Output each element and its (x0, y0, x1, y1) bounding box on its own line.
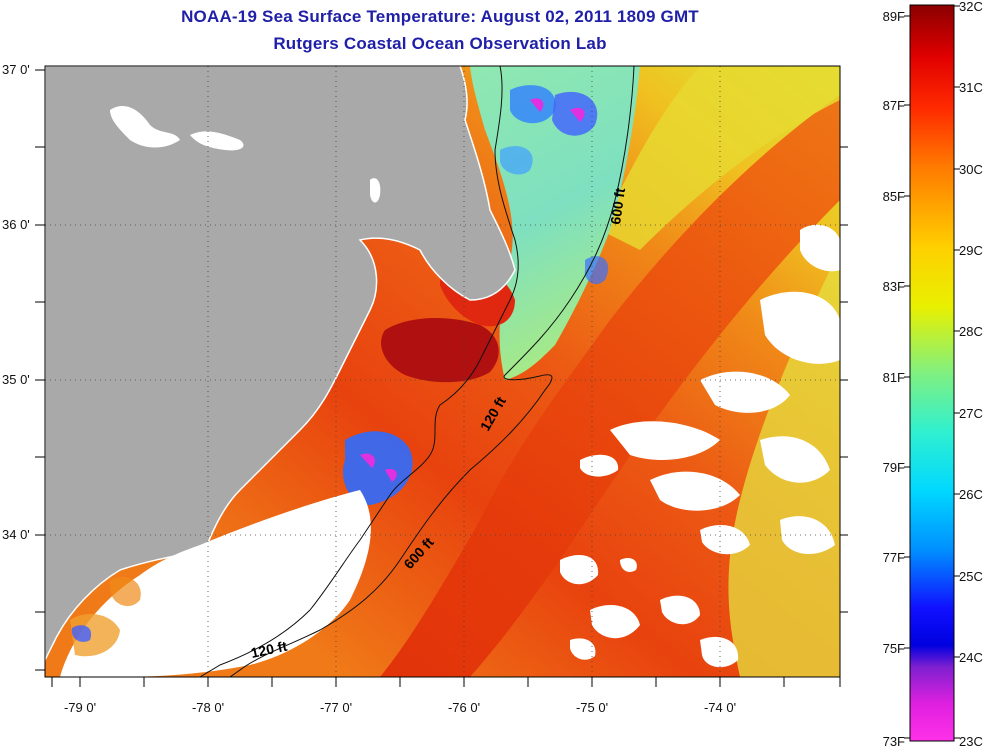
inshore-cool-patch (342, 431, 413, 505)
colorbar-c-30: 30C (959, 162, 983, 177)
latitude-label-34: 34 0' (2, 527, 30, 542)
latitude-label-35: 35 0' (2, 372, 30, 387)
colorbar-c-28: 28C (959, 324, 983, 339)
map-frame (44, 65, 841, 678)
offshore-warm-band (600, 66, 840, 250)
coastal-no-data-area (60, 490, 371, 677)
colorbar-f-85: 85F (883, 189, 905, 204)
colorbar-c-27: 27C (959, 406, 983, 421)
colorbar-c-29: 29C (959, 243, 983, 258)
temperature-colorbar (909, 4, 955, 742)
contour-label-600ft-north: 600 ft (607, 187, 628, 226)
map-grid (45, 66, 840, 677)
longitude-label-79: -79 0' (64, 700, 96, 715)
longitude-label-74: -74 0' (704, 700, 736, 715)
colorbar-c-26: 26C (959, 487, 983, 502)
colorbar-c-24: 24C (959, 650, 983, 665)
longitude-label-78: -78 0' (192, 700, 224, 715)
latitude-ticks (35, 69, 45, 671)
map-title: NOAA-19 Sea Surface Temperature: August … (181, 7, 699, 26)
colorbar-c-31: 31C (959, 80, 983, 95)
colorbar-f-81: 81F (883, 370, 905, 385)
colorbar-f-77: 77F (883, 550, 905, 565)
bathymetry-contours (199, 66, 635, 677)
colorbar-c-25: 25C (959, 569, 983, 584)
gulf-stream-core (380, 95, 840, 677)
colorbar-f-73: 73F (883, 734, 905, 749)
map-plot-area: 600 ft 120 ft 600 ft 120 ft (45, 66, 840, 677)
colorbar-f-83: 83F (883, 279, 905, 294)
longitude-label-76: -76 0' (448, 700, 480, 715)
colorbar-c-32: 32C (959, 0, 983, 14)
colorbar-f-75: 75F (883, 641, 905, 656)
longitude-label-75: -75 0' (576, 700, 608, 715)
map-subtitle: Rutgers Coastal Ocean Observation Lab (273, 34, 607, 53)
colorbar-f-89: 89F (883, 9, 905, 24)
cloud-cover (560, 224, 840, 668)
colorbar-ticks (904, 5, 960, 739)
pamlico-sound-warm (381, 318, 499, 383)
latitude-label-37: 37 0' (2, 62, 30, 77)
latitude-label-36: 36 0' (2, 217, 30, 232)
longitude-label-77: -77 0' (320, 700, 352, 715)
longitude-ticks (51, 677, 841, 687)
colorbar-c-23: 23C (959, 734, 983, 749)
colorbar-f-87: 87F (883, 98, 905, 113)
contour-label-120ft-south: 120 ft (249, 638, 288, 661)
colorbar-f-79: 79F (883, 460, 905, 475)
